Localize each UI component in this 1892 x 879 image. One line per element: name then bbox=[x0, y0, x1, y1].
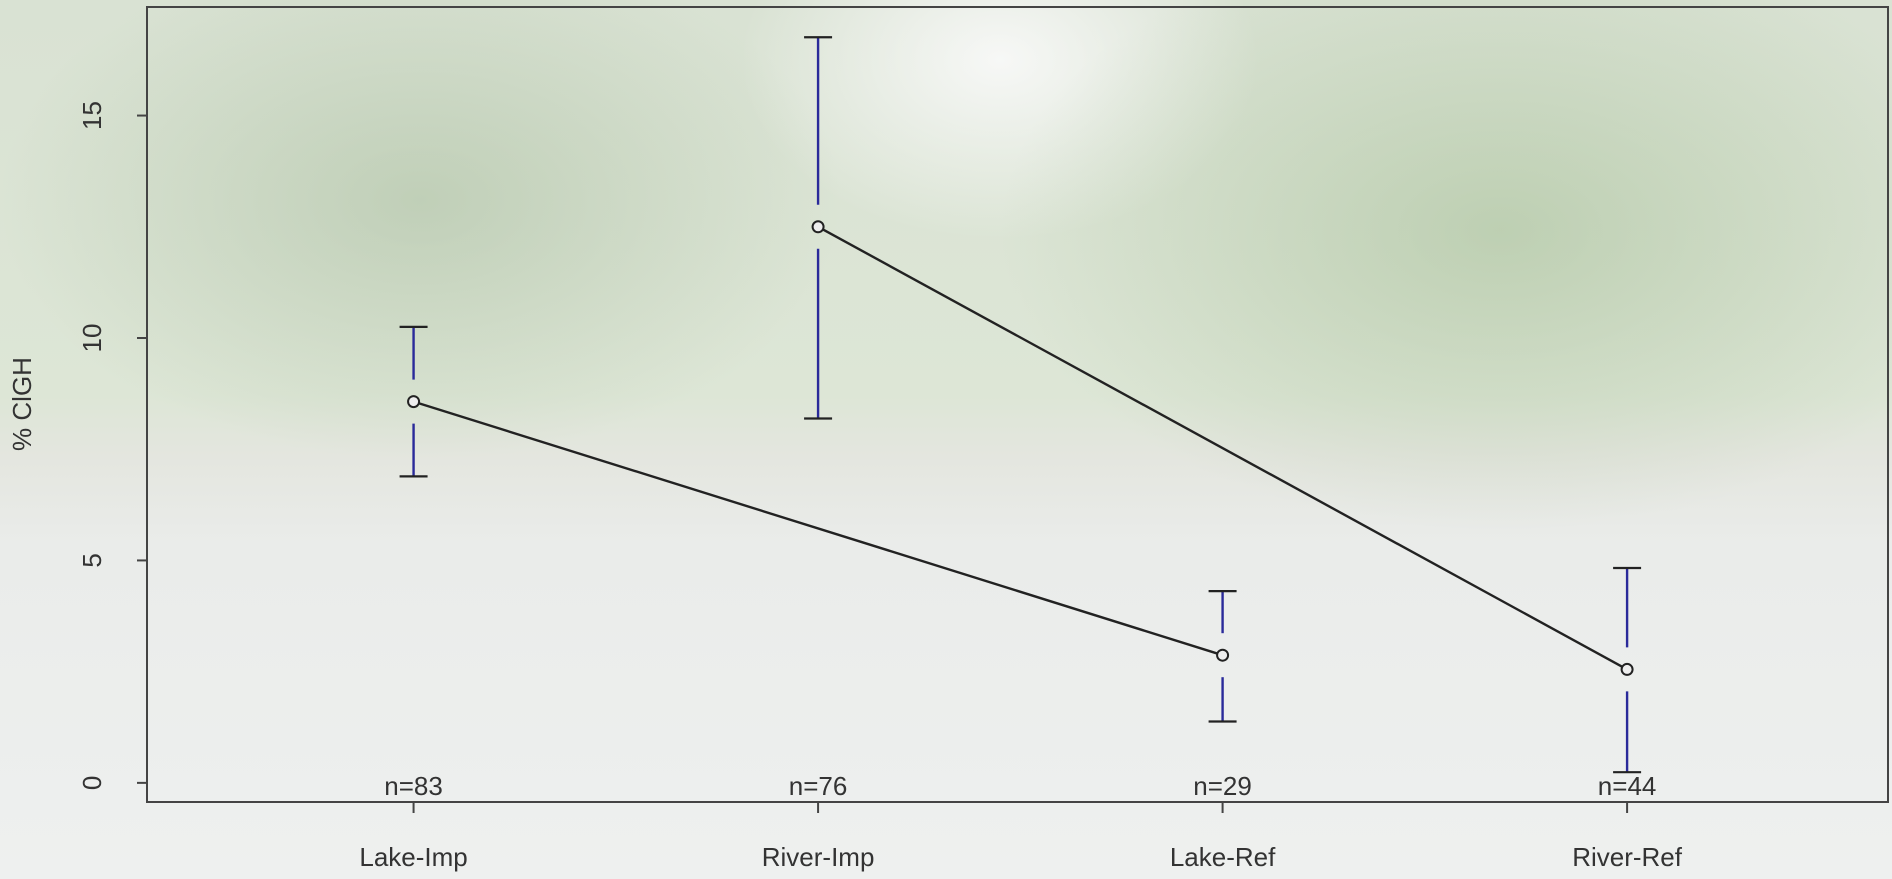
x-tick-label: River-Imp bbox=[762, 842, 875, 872]
mean-point bbox=[408, 396, 419, 407]
mean-point bbox=[1217, 650, 1228, 661]
chart: % ClGH 0 5 10 15 Lake-Imp River-Imp Lake-Ref Ri… bbox=[0, 0, 1892, 879]
n-label: n=76 bbox=[789, 771, 848, 801]
mean-line bbox=[414, 402, 1223, 656]
y-tick-label: 10 bbox=[77, 324, 107, 353]
page: % ClGH 0 5 10 15 Lake-Imp River-Imp Lake-Ref Ri… bbox=[0, 0, 1892, 879]
n-label: n=29 bbox=[1193, 771, 1252, 801]
y-tick-label: 0 bbox=[77, 776, 107, 790]
n-label: n=44 bbox=[1598, 771, 1657, 801]
x-tick-label: River-Ref bbox=[1572, 842, 1683, 872]
x-tick-label: Lake-Imp bbox=[359, 842, 467, 872]
x-tick-label: Lake-Ref bbox=[1170, 842, 1276, 872]
mean-point bbox=[813, 221, 824, 232]
y-tick-label: 15 bbox=[77, 101, 107, 130]
y-axis-title: % ClGH bbox=[7, 357, 37, 451]
mean-point bbox=[1622, 664, 1633, 675]
y-tick-label: 5 bbox=[77, 553, 107, 567]
n-label: n=83 bbox=[384, 771, 443, 801]
